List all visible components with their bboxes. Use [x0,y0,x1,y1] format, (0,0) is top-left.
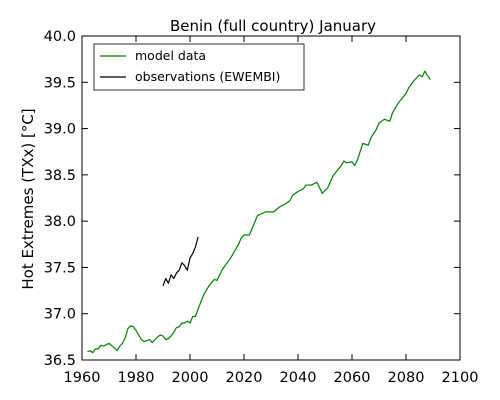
y-tick-label: 38.5 [44,168,76,184]
y-tick-label: 39.0 [44,122,76,138]
chart-title: Benin (full country) January [170,17,376,35]
y-tick-label: 37.0 [44,307,76,323]
x-tick-label: 2060 [334,370,371,386]
y-tick-label: 37.5 [44,260,76,276]
legend: model data observations (EWEMBI) [93,43,305,91]
x-tick-label: 2100 [442,370,479,386]
y-tick-label: 39.5 [44,75,76,91]
x-tick-label: 2000 [172,370,209,386]
x-tick-label: 1960 [64,370,101,386]
x-tick-label: 2020 [226,370,263,386]
legend-label-model-data: model data [135,48,206,63]
x-axis: 1960 1980 2000 2020 2040 2060 2080 2100 [64,36,479,386]
x-tick-label: 2040 [280,370,317,386]
series-line-observations-ewembi [162,236,199,287]
y-tick-label: 38.0 [44,214,76,230]
legend-box [93,43,305,91]
y-axis: 36.5 37.0 37.5 38.0 38.5 39.0 39.5 40.0 [44,29,460,369]
series-line-model-data [87,70,431,354]
x-tick-label: 1980 [118,370,155,386]
series-layer [87,70,431,354]
y-axis-label: Hot Extremes (TXx) [°C] [19,108,37,289]
y-tick-label: 36.5 [44,353,76,369]
y-tick-label: 40.0 [44,29,76,45]
plot-area [81,35,461,361]
x-tick-label: 2080 [388,370,425,386]
legend-label-observations: observations (EWEMBI) [135,69,280,84]
